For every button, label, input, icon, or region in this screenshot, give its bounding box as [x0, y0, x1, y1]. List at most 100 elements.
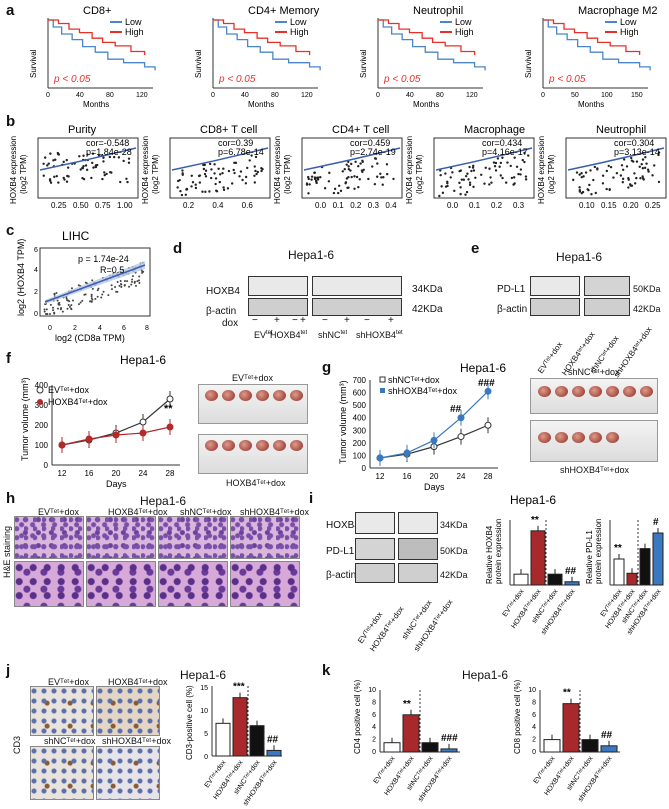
b-point — [84, 164, 88, 167]
i-blot-3b — [398, 563, 438, 583]
b-title-1: CD8+ T cell — [200, 124, 257, 136]
b-point — [446, 181, 449, 185]
b-frame-0 — [37, 137, 139, 199]
b-point — [54, 158, 57, 161]
b-point — [521, 158, 524, 162]
i-row-0: HOXB4 — [326, 520, 360, 531]
b-point — [201, 190, 204, 193]
f-xlabel: Days — [106, 479, 127, 489]
b-point — [125, 177, 128, 181]
b-point — [633, 172, 636, 175]
b-point — [102, 156, 105, 159]
b-point — [578, 190, 582, 193]
b-point — [644, 155, 647, 159]
tumor-sample — [572, 432, 585, 443]
tumor-sample — [555, 386, 568, 397]
b-point — [527, 154, 530, 157]
b-point — [609, 165, 613, 169]
b-point — [580, 175, 583, 179]
g-ytick-0: 0 — [362, 464, 367, 473]
panel-label-i: i — [309, 490, 314, 507]
b-xtick-1-1: 0.4 — [212, 201, 224, 210]
f-ytick-3: 300 — [35, 401, 49, 410]
g-sig1: ## — [450, 404, 462, 415]
b-xtick-0-2: 0.75 — [95, 201, 111, 210]
panel-label-d: d — [173, 240, 183, 257]
d-sign-0: − — [252, 315, 258, 326]
c-axis-frame — [39, 247, 151, 317]
panel-f: Hepa1-6 0 100 200 300 400 12 16 20 24 28 Days Tumor… — [20, 353, 180, 489]
g-point-1-0 — [376, 454, 384, 462]
tumor-sample — [290, 440, 303, 451]
b-point — [108, 155, 112, 159]
c-point — [71, 299, 74, 302]
f-photo-bottom-label: HOXB4ᵀᵉᵗ+dox — [226, 478, 286, 488]
b-p-1: p=6.78e-14 — [218, 147, 264, 157]
b-xtick-1-0: 0.2 — [183, 201, 195, 210]
b-point — [310, 175, 314, 178]
i-kda-2: 42KDa — [440, 570, 468, 580]
c-ytick-0: 0 — [34, 311, 38, 318]
b-point — [513, 182, 516, 185]
b-point — [593, 165, 597, 169]
j-bar-1 — [232, 697, 248, 757]
j-bar-0 — [215, 722, 231, 757]
b-frame-3 — [433, 137, 535, 199]
b-point — [103, 171, 106, 174]
a-xtick-0-2: 80 — [106, 92, 114, 99]
c-point — [136, 280, 139, 283]
j-img-0 — [30, 686, 94, 736]
i-row-1: PD-L1 — [326, 546, 355, 557]
b-point — [367, 177, 370, 181]
f-point-1-2 — [112, 431, 120, 439]
c-point — [131, 278, 134, 281]
b-point — [327, 180, 331, 183]
b-point — [519, 173, 522, 176]
a-legend-high-1: High — [290, 27, 309, 37]
b-point — [578, 186, 581, 189]
c-point — [83, 293, 86, 296]
k1-ytick-2: 4 — [372, 724, 376, 731]
i1-sig-3: ## — [565, 566, 577, 577]
b-point — [204, 175, 208, 178]
k1-bar-2 — [421, 742, 439, 753]
k2-sig-3: ## — [601, 730, 613, 741]
b-p-4: p=3.13e-14 — [614, 147, 660, 157]
b-point — [246, 166, 249, 170]
i-row-2: β-actin — [326, 570, 357, 581]
b-point — [307, 177, 310, 181]
b-point — [79, 168, 82, 171]
b-point — [466, 172, 469, 175]
a-xtick-0-0: 0 — [46, 92, 50, 99]
b-p-0: p=1.84e-28 — [86, 147, 132, 157]
d-dox: dox — [222, 318, 239, 329]
b-point — [459, 169, 463, 172]
c-point — [123, 283, 126, 286]
panel-label-f: f — [6, 350, 11, 367]
b-point — [305, 182, 309, 185]
panel-label-b: b — [6, 113, 16, 130]
c-point — [45, 308, 48, 311]
b-point — [392, 177, 395, 181]
panel-label-j: j — [6, 662, 11, 679]
f-point-0-4 — [166, 395, 174, 403]
b-cor-0: cor=-0.548 — [86, 138, 129, 148]
c-point — [91, 287, 94, 290]
b-point — [620, 164, 624, 167]
j-ytick-2: 10 — [200, 708, 208, 715]
k2-ytick-1: 2 — [532, 737, 536, 744]
b-point — [519, 168, 523, 171]
a-title-0: CD8+ — [83, 5, 111, 17]
g-xlabel: Days — [424, 482, 445, 492]
f-legend-swatch-0 — [36, 386, 44, 394]
b-point — [632, 160, 635, 163]
b-point — [472, 185, 475, 189]
b-point — [459, 186, 462, 189]
tumor-sample — [205, 440, 218, 451]
k1-sig-1: ** — [403, 699, 411, 710]
panel-k-bars: EVᵀᵉᵗ+doxHOXB4ᵀᵉᵗ+doxshNCᵀᵉᵗ+doxshHOXB4ᵀ… — [353, 680, 620, 803]
b-frame-1 — [169, 137, 271, 199]
d-blot-1b — [312, 276, 402, 296]
b-xtick-3-1: 0.1 — [469, 201, 481, 210]
b-fit-0 — [39, 147, 137, 171]
